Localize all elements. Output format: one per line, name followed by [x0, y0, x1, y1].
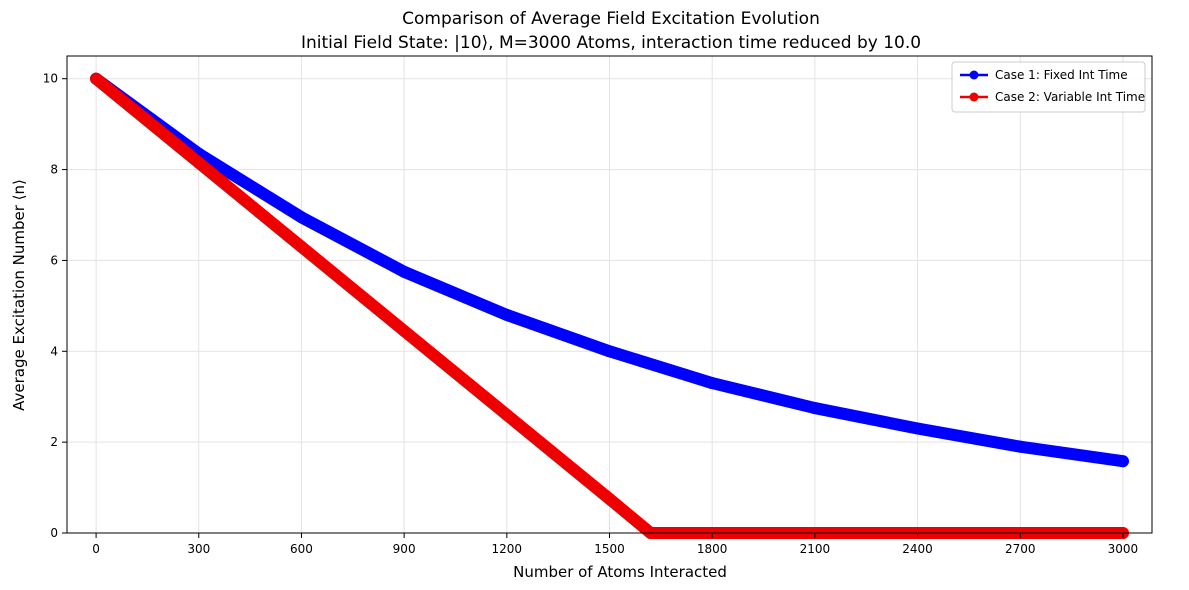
series-point — [808, 402, 821, 415]
x-tick-label: 600 — [290, 542, 313, 556]
y-tick-label: 6 — [50, 253, 58, 267]
y-axis-label: Average Excitation Number ⟨n⟩ — [10, 179, 28, 411]
x-tick-label: 2100 — [800, 542, 831, 556]
x-tick-label: 900 — [393, 542, 416, 556]
x-tick-label: 0 — [92, 542, 100, 556]
y-tick-label: 4 — [50, 344, 58, 358]
x-axis-label: Number of Atoms Interacted — [513, 563, 727, 581]
legend-marker — [969, 70, 979, 80]
series-point — [398, 324, 411, 337]
chart-title: Comparison of Average Field Excitation E… — [402, 9, 820, 29]
x-tick-label: 2700 — [1005, 542, 1036, 556]
series-point — [500, 308, 513, 321]
x-tick-label: 1800 — [697, 542, 728, 556]
series-point — [603, 345, 616, 358]
y-tick-label: 0 — [50, 526, 58, 540]
series-point — [603, 492, 616, 505]
y-axis: 0 2 4 6 8 10 — [43, 72, 67, 540]
series-point — [911, 422, 924, 435]
x-tick-label: 300 — [187, 542, 210, 556]
legend: Case 1: Fixed Int Time Case 2: Variable I… — [951, 61, 1146, 113]
x-tick-label: 1200 — [492, 542, 523, 556]
y-tick-label: 10 — [43, 72, 58, 86]
legend-label: Case 1: Fixed Int Time — [995, 68, 1128, 82]
x-tick-label: 3000 — [1108, 542, 1139, 556]
series-point — [192, 156, 205, 169]
y-tick-label: 2 — [50, 435, 58, 449]
legend-item: Case 2: Variable Int Time — [960, 90, 1145, 104]
x-axis: 0 300 600 900 1200 1500 1800 2100 2400 2700 3000 — [92, 533, 1138, 556]
legend-marker — [969, 92, 979, 102]
series-point — [706, 377, 719, 390]
legend-box — [951, 61, 1146, 113]
series-point — [295, 240, 308, 253]
series-point — [398, 265, 411, 278]
legend-item: Case 1: Fixed Int Time — [960, 68, 1128, 82]
series-point — [295, 211, 308, 224]
x-tick-label: 2400 — [902, 542, 933, 556]
series-point — [1014, 440, 1027, 453]
series-point — [1116, 455, 1129, 468]
series-1 — [90, 72, 1129, 468]
series-point — [90, 72, 103, 85]
x-tick-label: 1500 — [594, 542, 625, 556]
y-tick-label: 8 — [50, 163, 58, 177]
legend-label: Case 2: Variable Int Time — [995, 90, 1145, 104]
grid — [67, 56, 1152, 534]
series-point — [500, 408, 513, 421]
chart-subtitle: Initial Field State: |10⟩, M=3000 Atoms,… — [301, 33, 921, 53]
